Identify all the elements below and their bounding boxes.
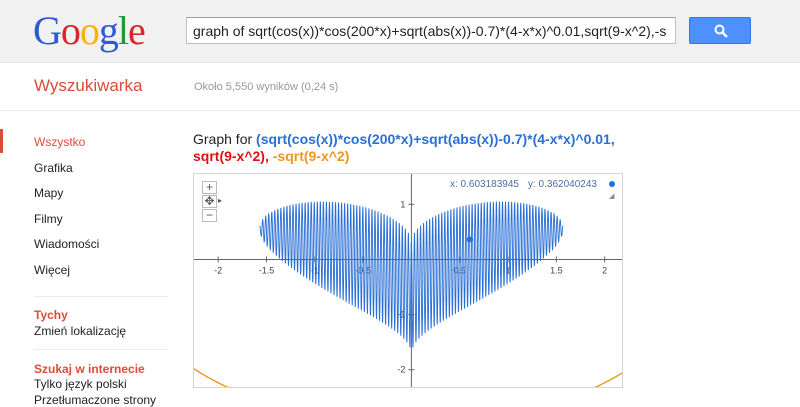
y-tick-label: 1 [400,199,405,209]
nav-divider [34,349,168,350]
x-tick-label: -1.5 [259,265,275,275]
active-nav-marker [0,129,3,153]
logo-letter: o [60,8,81,53]
series-lower-circle-line [194,368,622,387]
graph-func-3: -sqrt(9-x^2) [272,148,350,164]
logo-letter: g [98,8,119,53]
y-tick-label: -2 [397,365,405,375]
nav-item-grafika[interactable]: Grafika [34,161,73,175]
trace-point [466,236,473,243]
graph-canvas[interactable]: -2 -1.5 -1 -0.5 0.5 1 1.5 2 1 -1 -2 [193,173,623,388]
nav-divider [34,296,168,297]
product-name[interactable]: Wyszukiwarka [34,76,143,95]
pan-icon[interactable]: ✥ [202,195,217,208]
graph-plot[interactable]: -2 -1.5 -1 -0.5 0.5 1 1.5 21-1-2 [194,174,623,388]
search-button[interactable] [689,17,751,44]
result-stats: Około 5,550 wyników (0,24 s) [194,81,339,93]
x-tick-label: 0.5 [453,265,466,275]
graph-title: Graph for (sqrt(cos(x))*cos(200*x)+sqrt(… [193,131,623,165]
x-tick-label: -0.5 [355,265,371,275]
nav-item-wiadomosci[interactable]: Wiadomości [34,237,100,251]
resize-corner-icon[interactable]: ◢ [609,193,615,200]
logo-letter: G [33,8,62,53]
logo-letter: o [79,8,100,53]
x-tick-label: -2 [214,265,222,275]
coordinate-x: x: 0.603183945 [450,179,519,190]
translated-pages-link[interactable]: Przetłumaczone strony [34,393,157,407]
search-web-heading: Szukaj w internecie [34,362,145,376]
x-tick-label: 2 [602,265,607,275]
series-heart-line [259,201,564,348]
zoom-in-button[interactable]: + [202,181,217,194]
location-heading: Tychy [34,308,68,322]
polish-only-link[interactable]: Tylko język polski [34,377,127,391]
change-location-link[interactable]: Zmień lokalizację [34,324,127,338]
trace-toggle-dot[interactable] [609,181,615,187]
graph-func-1: (sqrt(cos(x))*cos(200*x)+sqrt(abs(x))-0.… [256,131,615,147]
logo-letter: e [128,8,146,53]
x-tick-label: 1.5 [550,265,563,275]
zoom-control: + ✥ − [202,181,218,223]
nav-item-filmy[interactable]: Filmy [34,212,63,226]
search-icon [714,24,728,38]
graph-func-2: sqrt(9-x^2), [193,148,269,164]
coordinate-y: y: 0.362040243 [528,179,597,190]
x-tick-label: 1 [506,265,511,275]
search-input[interactable] [186,17,676,44]
coordinate-panel [445,177,620,193]
nav-item-wszystko[interactable]: Wszystko [34,135,86,149]
expand-arrow-icon[interactable]: ▸ [218,196,223,205]
nav-item-wiecej[interactable]: Więcej [34,263,71,277]
sub-header: Wyszukiwarka Około 5,550 wyników (0,24 s… [0,63,800,111]
logo-letter: l [117,8,129,53]
top-bar: Google [0,0,800,63]
google-logo[interactable]: Google [33,8,146,53]
nav-item-mapy[interactable]: Mapy [34,186,64,200]
x-tick-label: -1 [311,265,319,275]
graph-title-prefix: Graph for [193,131,257,147]
zoom-out-button[interactable]: − [202,209,217,222]
